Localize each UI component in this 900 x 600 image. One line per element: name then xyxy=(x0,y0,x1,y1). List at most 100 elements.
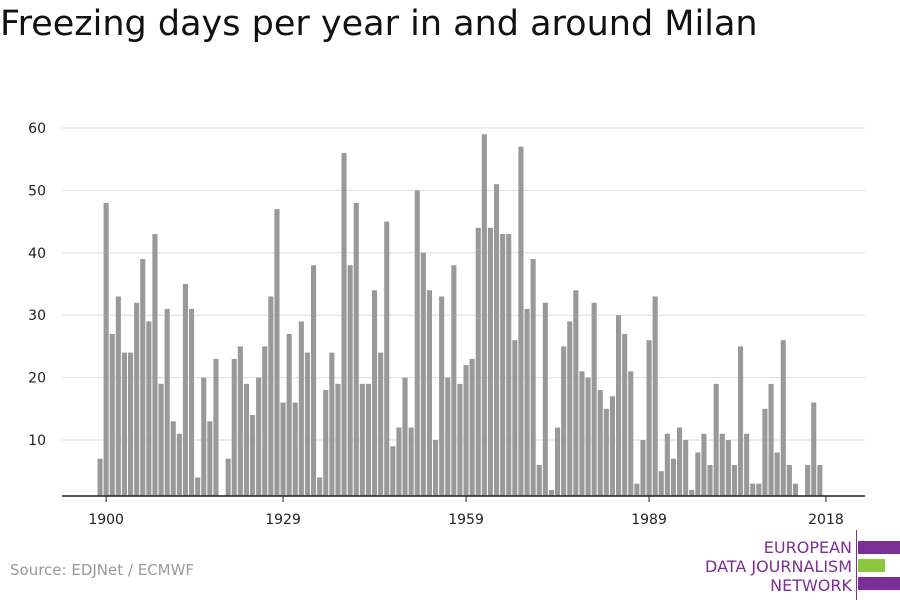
bar xyxy=(237,346,243,496)
bar xyxy=(372,290,378,496)
bar xyxy=(378,352,384,496)
bar xyxy=(420,252,426,496)
bar xyxy=(768,383,774,496)
bar xyxy=(201,377,207,496)
bar xyxy=(189,308,195,496)
bar xyxy=(402,377,408,496)
logo-line-2: DATA JOURNALISM xyxy=(705,557,852,576)
bar xyxy=(500,234,506,496)
bar xyxy=(701,433,707,496)
bar xyxy=(140,259,146,496)
bar xyxy=(323,390,329,496)
logo-line-1: EUROPEAN xyxy=(763,538,852,557)
bar xyxy=(542,302,548,496)
bar xyxy=(317,477,323,496)
bar xyxy=(591,302,597,496)
bar xyxy=(603,408,609,496)
bar xyxy=(152,234,158,496)
bar xyxy=(518,146,524,496)
bar xyxy=(426,290,432,496)
logo-divider xyxy=(856,530,857,600)
bar xyxy=(670,458,676,496)
bar xyxy=(786,464,792,496)
bar xyxy=(414,190,420,496)
y-tick-label: 30 xyxy=(28,308,46,324)
bar xyxy=(792,483,798,496)
bar xyxy=(744,433,750,496)
chart-title: Freezing days per year in and around Mil… xyxy=(0,4,758,44)
bar xyxy=(390,446,396,496)
x-tick-label: 1959 xyxy=(448,512,484,528)
bar xyxy=(756,483,762,496)
bar xyxy=(774,452,780,496)
x-axis xyxy=(62,495,865,502)
bar xyxy=(469,358,475,496)
bar xyxy=(256,377,262,496)
logo-green-bar xyxy=(858,559,885,572)
bar xyxy=(689,489,695,496)
x-tick-label: 2018 xyxy=(808,512,844,528)
bar xyxy=(225,458,231,496)
bar xyxy=(164,308,170,496)
x-tick-label: 1989 xyxy=(631,512,667,528)
bar xyxy=(530,259,536,496)
bar xyxy=(640,440,646,496)
y-axis-labels: 10 20 30 40 50 60 xyxy=(28,121,46,449)
bar xyxy=(292,402,298,496)
bar xyxy=(506,234,512,496)
bar xyxy=(597,390,603,496)
bar xyxy=(384,221,390,496)
y-tick-label: 60 xyxy=(28,121,46,137)
bar xyxy=(243,383,249,496)
bar xyxy=(97,458,103,496)
bar xyxy=(353,202,359,496)
bar xyxy=(207,421,213,496)
bar xyxy=(329,352,335,496)
bar xyxy=(817,464,823,496)
bar xyxy=(652,296,658,496)
bar xyxy=(396,427,402,496)
bar xyxy=(622,333,628,496)
bar xyxy=(347,265,353,496)
x-tick-label: 1900 xyxy=(88,512,124,528)
y-tick-label: 20 xyxy=(28,371,46,387)
bar xyxy=(134,302,140,496)
bar xyxy=(725,440,731,496)
bar xyxy=(268,296,274,496)
bar xyxy=(158,383,164,496)
bar xyxy=(286,333,292,496)
bar xyxy=(439,296,445,496)
bar xyxy=(365,383,371,496)
bar xyxy=(536,464,542,496)
bar xyxy=(250,415,256,496)
bar xyxy=(646,340,652,496)
bar xyxy=(762,408,768,496)
bar xyxy=(115,296,121,496)
bar xyxy=(195,477,201,496)
bar xyxy=(481,134,487,497)
bar xyxy=(805,464,811,496)
bar xyxy=(457,383,463,496)
bar xyxy=(463,365,469,496)
bar xyxy=(262,346,268,496)
bar xyxy=(341,152,347,496)
bar xyxy=(780,340,786,496)
bar xyxy=(524,308,530,496)
y-tick-label: 50 xyxy=(28,183,46,199)
bar xyxy=(494,184,500,496)
edjnet-logo: EUROPEAN DATA JOURNALISM NETWORK xyxy=(700,530,900,600)
bar xyxy=(433,440,439,496)
bar xyxy=(664,433,670,496)
bar xyxy=(298,321,304,496)
bar xyxy=(738,346,744,496)
bar xyxy=(475,227,481,496)
bar xyxy=(719,433,725,496)
bar xyxy=(445,377,451,496)
bar xyxy=(750,483,756,496)
bar xyxy=(713,383,719,496)
bar xyxy=(231,358,237,496)
source-note: Source: EDJNet / ECMWF xyxy=(10,561,195,579)
bar xyxy=(628,371,634,496)
bar xyxy=(658,471,664,496)
